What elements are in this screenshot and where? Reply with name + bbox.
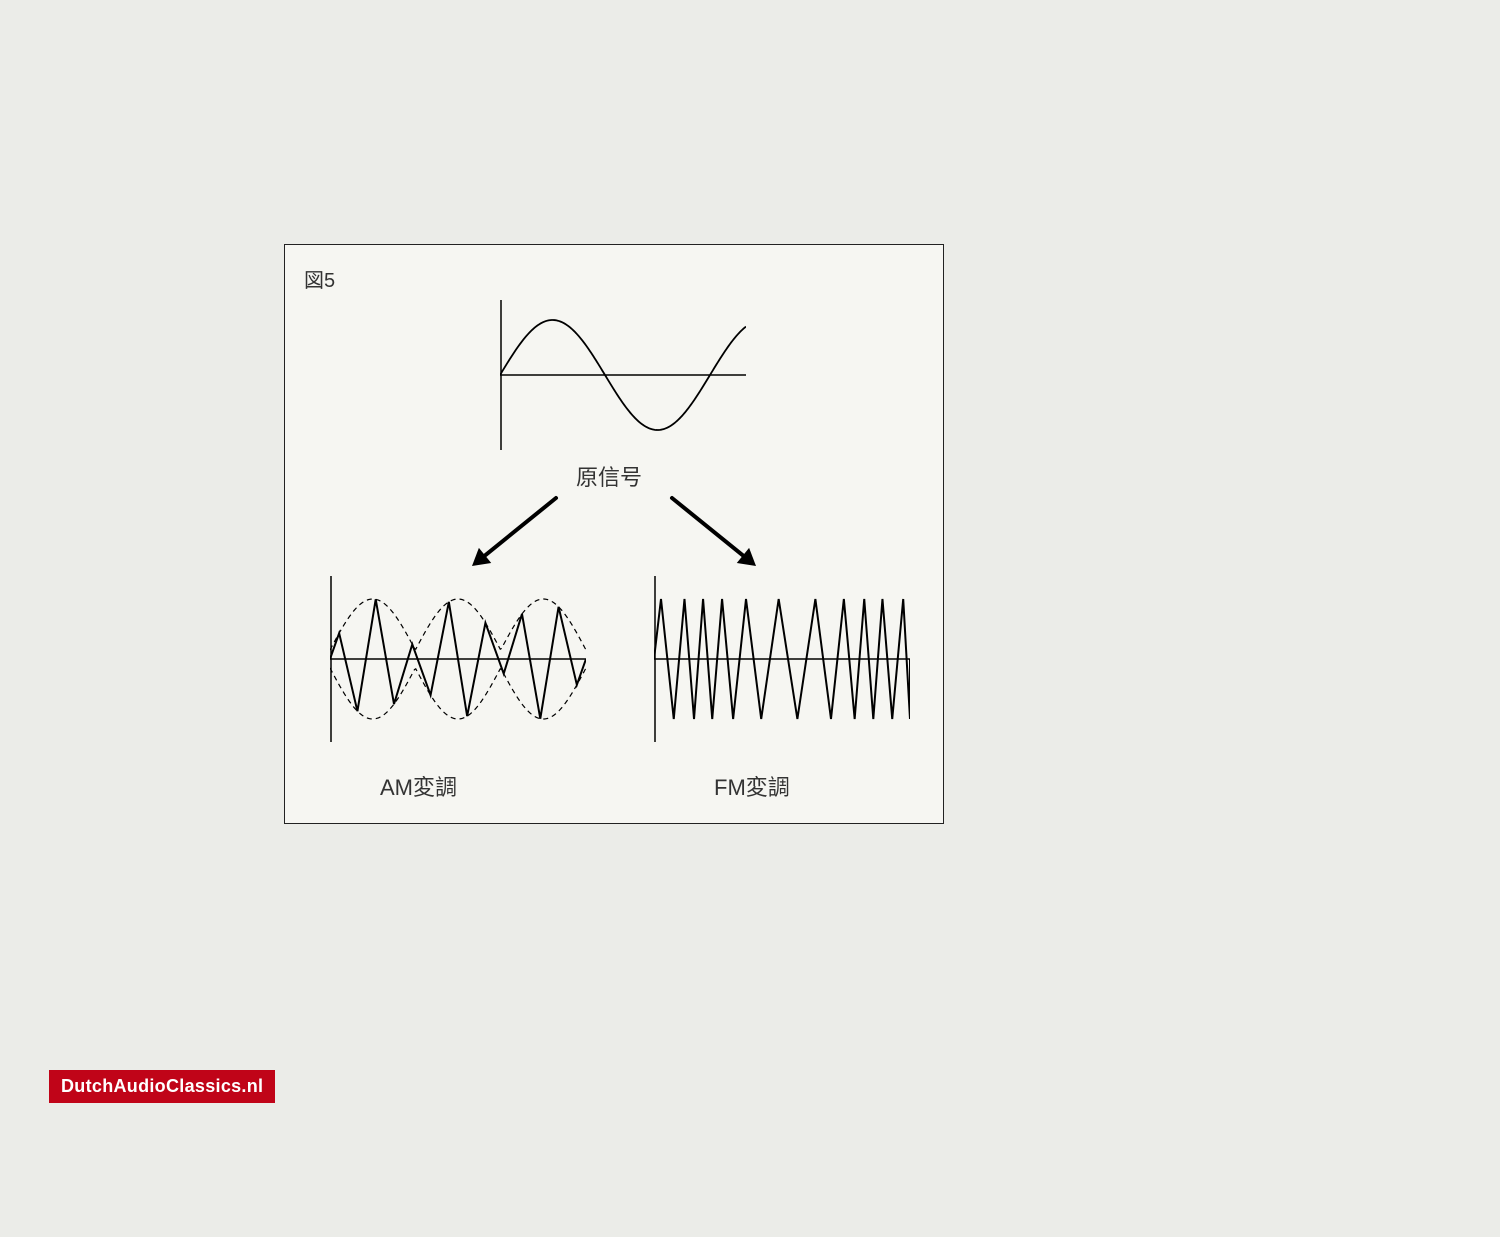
am-caption: AM変調 (380, 770, 457, 802)
fm-caption: FM変調 (714, 770, 790, 802)
fm-modulation-plot (654, 576, 910, 742)
am-modulation-plot (330, 576, 586, 742)
watermark-badge: DutchAudioClassics.nl (49, 1070, 275, 1103)
